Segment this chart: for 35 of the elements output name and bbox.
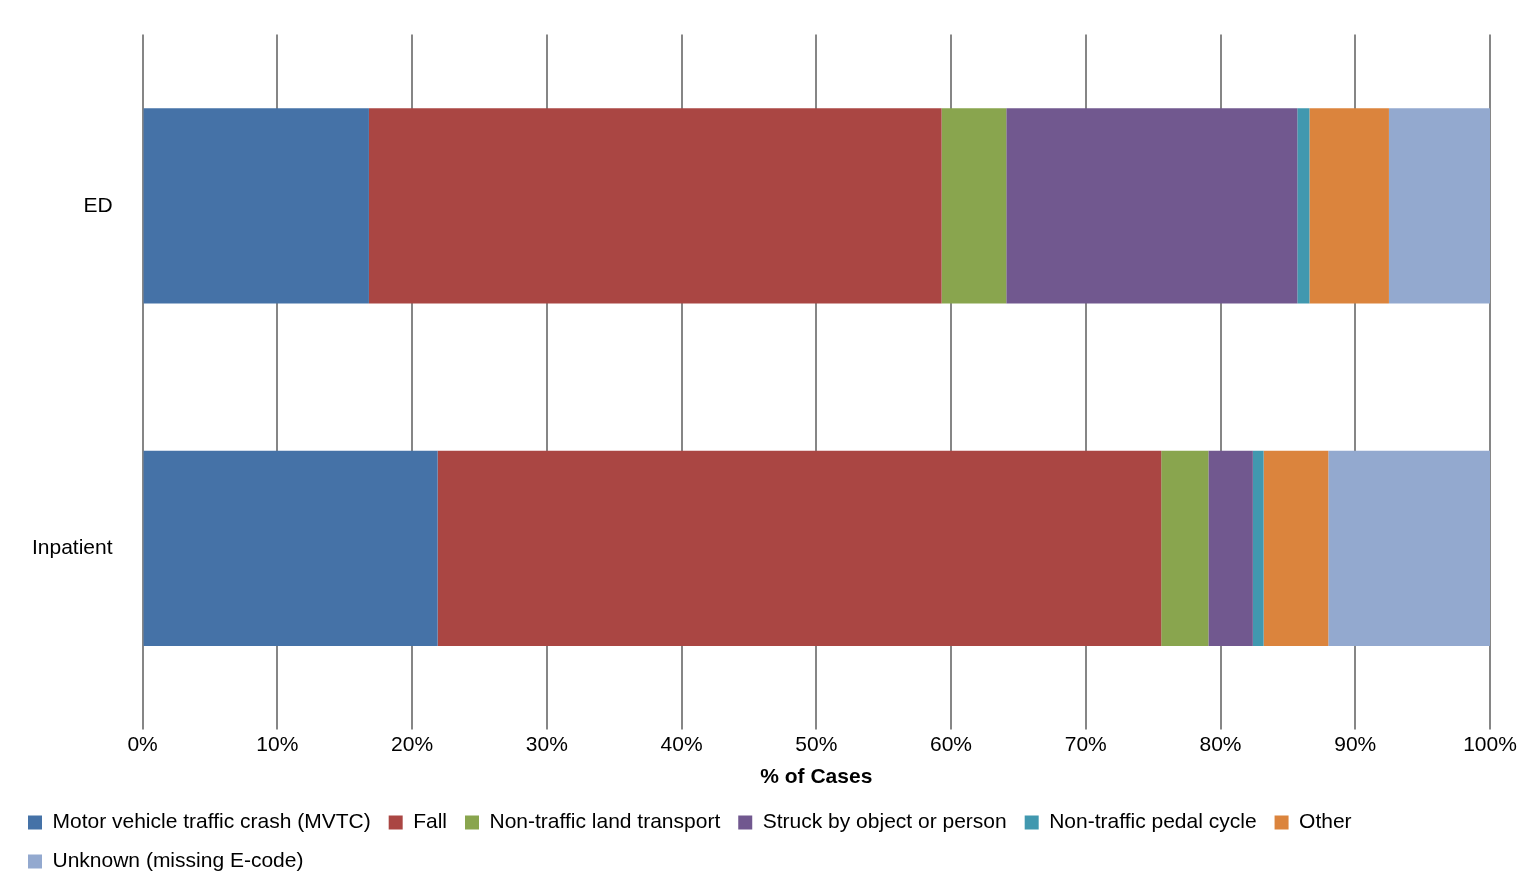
bar <box>1328 450 1490 646</box>
x-tick-label: 40% <box>660 732 703 755</box>
bar <box>1006 108 1298 304</box>
legend-label: Non-traffic land transport <box>489 809 721 833</box>
legend-label: Unknown (missing E-code) <box>52 848 304 872</box>
bar <box>1263 450 1329 646</box>
y-tick-label: Inpatient <box>31 535 113 559</box>
bar <box>143 450 438 646</box>
x-tick-label: 70% <box>1064 732 1107 755</box>
bar <box>368 108 942 304</box>
legend-label: Motor vehicle traffic crash (MVTC) <box>52 809 371 833</box>
x-tick-label: 20% <box>391 732 434 755</box>
legend-label: Non-traffic pedal cycle <box>1049 809 1257 833</box>
x-tick-label: 90% <box>1334 732 1377 755</box>
bar <box>1309 108 1389 304</box>
x-axis-title: % of Cases <box>760 764 873 788</box>
x-tick-label: 80% <box>1199 732 1242 755</box>
bar <box>437 450 1162 646</box>
x-tick-label: 50% <box>795 732 838 755</box>
x-tick-label: 10% <box>256 732 299 755</box>
legend-label: Other <box>1299 809 1352 833</box>
bar <box>1161 450 1209 646</box>
bar <box>1208 450 1253 646</box>
bar <box>1388 108 1490 304</box>
bar <box>1252 450 1264 646</box>
legend-label: Struck by object or person <box>762 809 1007 833</box>
x-tick-label: 30% <box>525 732 568 755</box>
bar <box>1297 108 1310 304</box>
bar <box>941 108 1007 304</box>
bar <box>143 108 369 304</box>
y-tick-label: ED <box>83 192 113 216</box>
x-tick-label: 100% <box>1463 732 1517 755</box>
x-tick-label: 0% <box>127 732 158 755</box>
x-tick-label: 60% <box>930 732 973 755</box>
legend-label: Fall <box>413 809 448 833</box>
